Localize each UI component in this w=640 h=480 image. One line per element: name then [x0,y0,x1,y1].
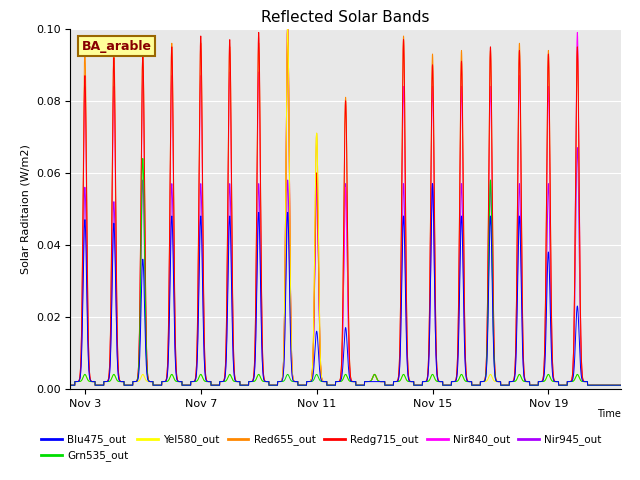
Legend: Blu475_out, Grn535_out, Yel580_out, Red655_out, Redg715_out, Nir840_out, Nir945_: Blu475_out, Grn535_out, Yel580_out, Red6… [37,430,606,466]
Title: Reflected Solar Bands: Reflected Solar Bands [261,10,430,25]
Text: Time: Time [597,408,621,419]
Y-axis label: Solar Raditaion (W/m2): Solar Raditaion (W/m2) [20,144,30,274]
Text: BA_arable: BA_arable [81,40,152,53]
